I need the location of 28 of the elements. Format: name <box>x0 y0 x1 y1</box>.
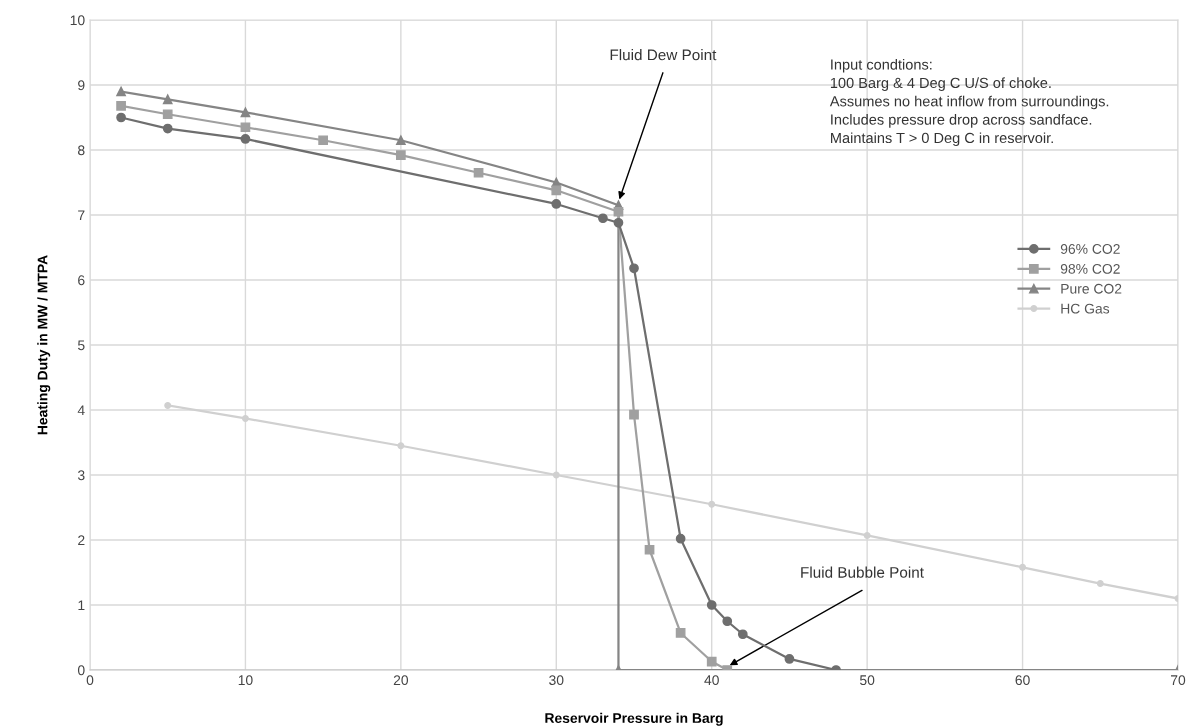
y-tick-label: 6 <box>78 275 85 286</box>
y-tick-label: 10 <box>70 15 85 26</box>
x-tick-label: 20 <box>393 675 409 686</box>
x-tick-label: 30 <box>549 675 564 686</box>
y-tick-label: 8 <box>78 145 85 156</box>
y-tick-label: 1 <box>78 600 85 611</box>
x-tick-label: 0 <box>86 675 94 686</box>
y-tick-label: 4 <box>77 405 85 416</box>
x-tick-label: 40 <box>704 675 719 686</box>
y-tick-label: 7 <box>78 210 85 221</box>
legend-label: 98% CO2 <box>1060 263 1120 274</box>
y-tick-label: 9 <box>78 80 85 91</box>
x-tick-label: 70 <box>1170 675 1186 686</box>
y-axis-title: Heating Duty in MW / MTPA <box>37 255 51 435</box>
legend-label: Pure CO2 <box>1061 283 1122 294</box>
legend-label: HC Gas <box>1061 303 1110 314</box>
y-tick-label: 3 <box>77 470 85 481</box>
y-tick-label: 5 <box>77 340 85 351</box>
x-tick-label: 50 <box>859 675 875 686</box>
y-tick-label: 0 <box>77 665 85 676</box>
x-axis-title: Reservoir Pressure in Barg <box>545 712 723 726</box>
annotation: Fluid Dew Point <box>610 49 717 61</box>
annotation: Input condtions: 100 Barg & 4 Deg C U/S of choke. Assumes no heat inflow from surroundings. Includes pressure drop across sandface. Maintains T > 0 Deg C in reservoir. <box>829 59 1109 146</box>
x-tick-label: 10 <box>238 675 253 686</box>
annotation: Fluid Bubble Point <box>801 566 924 578</box>
x-tick-label: 60 <box>1015 675 1030 686</box>
legend-label: 96% CO2 <box>1060 244 1120 254</box>
y-tick-label: 2 <box>78 535 85 546</box>
